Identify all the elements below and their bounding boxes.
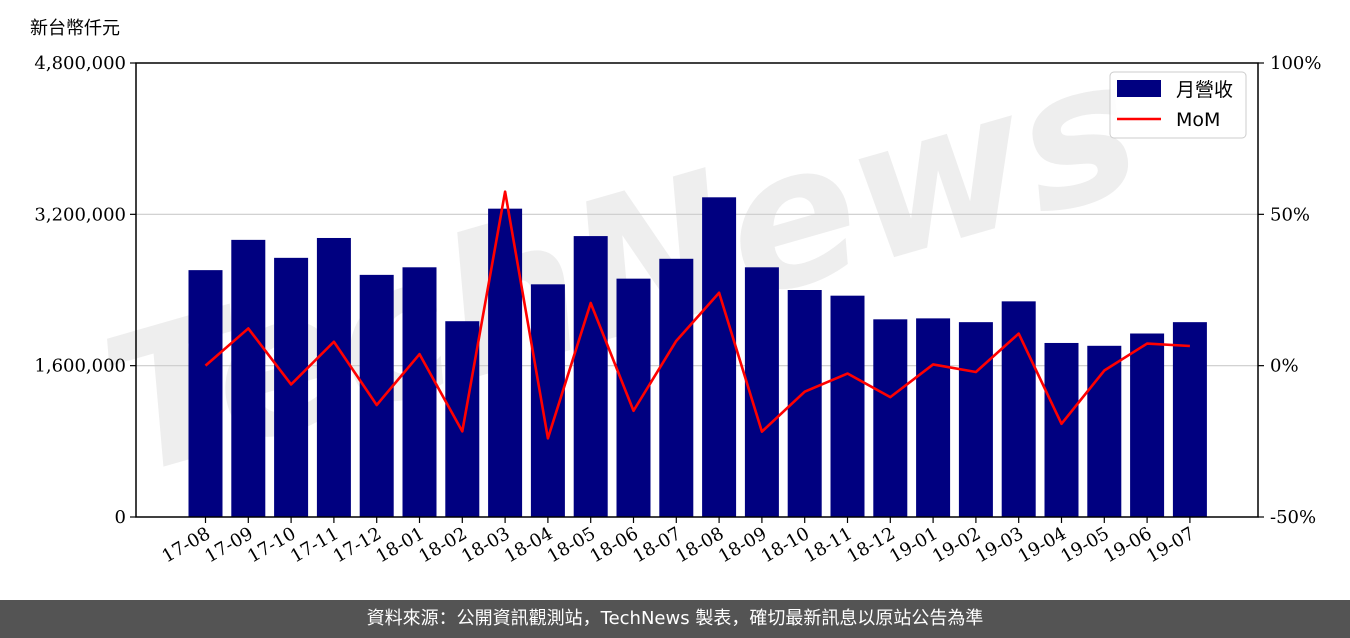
revenue-bar: [359, 274, 394, 517]
revenue-bar: [274, 257, 309, 517]
x-tick-label: 18-10: [758, 523, 813, 567]
x-tick-label: 18-06: [587, 523, 642, 567]
revenue-bar: [402, 267, 437, 517]
x-tick-label: 19-04: [1015, 523, 1070, 567]
x-tick-label: 18-12: [843, 523, 898, 567]
x-tick-label: 17-09: [201, 523, 256, 567]
left-tick-label: 0: [115, 507, 126, 528]
revenue-bar: [659, 258, 694, 517]
legend-label-line: MoM: [1176, 109, 1220, 131]
x-tick-label: 18-07: [629, 523, 684, 567]
x-tick-label: 19-03: [972, 523, 1027, 567]
left-tick-label: 3,200,000: [34, 204, 126, 225]
revenue-bar: [316, 237, 351, 517]
revenue-bar: [830, 295, 865, 517]
right-tick-label: 50%: [1270, 204, 1310, 225]
revenue-bar: [1044, 342, 1079, 517]
plot-frame: [135, 62, 1259, 518]
x-tick-label: 17-10: [244, 523, 299, 567]
legend-swatch-bar: [1117, 80, 1161, 97]
x-tick-label: 19-05: [1057, 523, 1112, 567]
revenue-bar: [1130, 333, 1165, 517]
x-tick-label: 18-08: [672, 523, 727, 567]
revenue-bar: [958, 322, 993, 517]
revenue-bar: [1172, 322, 1207, 517]
x-tick-label: 19-06: [1100, 523, 1155, 567]
revenue-bar: [916, 318, 951, 517]
x-tick-label: 17-08: [159, 523, 214, 567]
revenue-mom-chart: TechNews 01,600,0003,200,0004,800,000-50…: [30, 15, 1321, 567]
x-tick-label: 18-05: [544, 523, 599, 567]
legend: 月營收 MoM: [1109, 71, 1247, 139]
x-tick-label: 18-02: [415, 523, 470, 567]
mom-line: [204, 190, 1190, 440]
revenue-bar: [188, 270, 223, 517]
x-tick-label: 18-03: [458, 523, 513, 567]
legend-label-bar: 月營收: [1176, 79, 1233, 101]
left-tick-label: 4,800,000: [34, 53, 126, 74]
revenue-bar: [702, 197, 737, 517]
left-tick-label: 1,600,000: [34, 356, 126, 377]
right-tick-label: 0%: [1270, 356, 1299, 377]
x-tick-label: 19-02: [929, 523, 984, 567]
revenue-bar: [573, 236, 608, 517]
right-tick-label: -50%: [1270, 507, 1316, 528]
revenue-bars: [188, 197, 1207, 518]
x-tick-label: 18-01: [373, 523, 428, 567]
revenue-bar: [1001, 301, 1036, 517]
y-unit-label: 新台幣仟元: [30, 18, 120, 39]
right-tick-label: 100%: [1270, 53, 1321, 74]
revenue-bar: [445, 321, 480, 517]
revenue-bar: [616, 278, 651, 517]
x-tick-label: 19-01: [886, 523, 941, 567]
revenue-bar: [1087, 345, 1122, 517]
x-tick-label: 17-12: [330, 523, 385, 567]
x-tick-label: 18-09: [715, 523, 770, 567]
x-tick-label: 17-11: [287, 523, 342, 567]
mom-line-group: [204, 190, 1190, 440]
x-tick-label: 18-04: [501, 523, 556, 567]
source-footer: 資料來源：公開資訊觀測站，TechNews 製表，確切最新訊息以原站公告為準: [0, 600, 1350, 638]
revenue-bar: [873, 319, 908, 517]
x-tick-label: 18-11: [801, 523, 856, 567]
x-tick-label: 19-07: [1143, 523, 1198, 567]
revenue-bar: [231, 239, 266, 517]
